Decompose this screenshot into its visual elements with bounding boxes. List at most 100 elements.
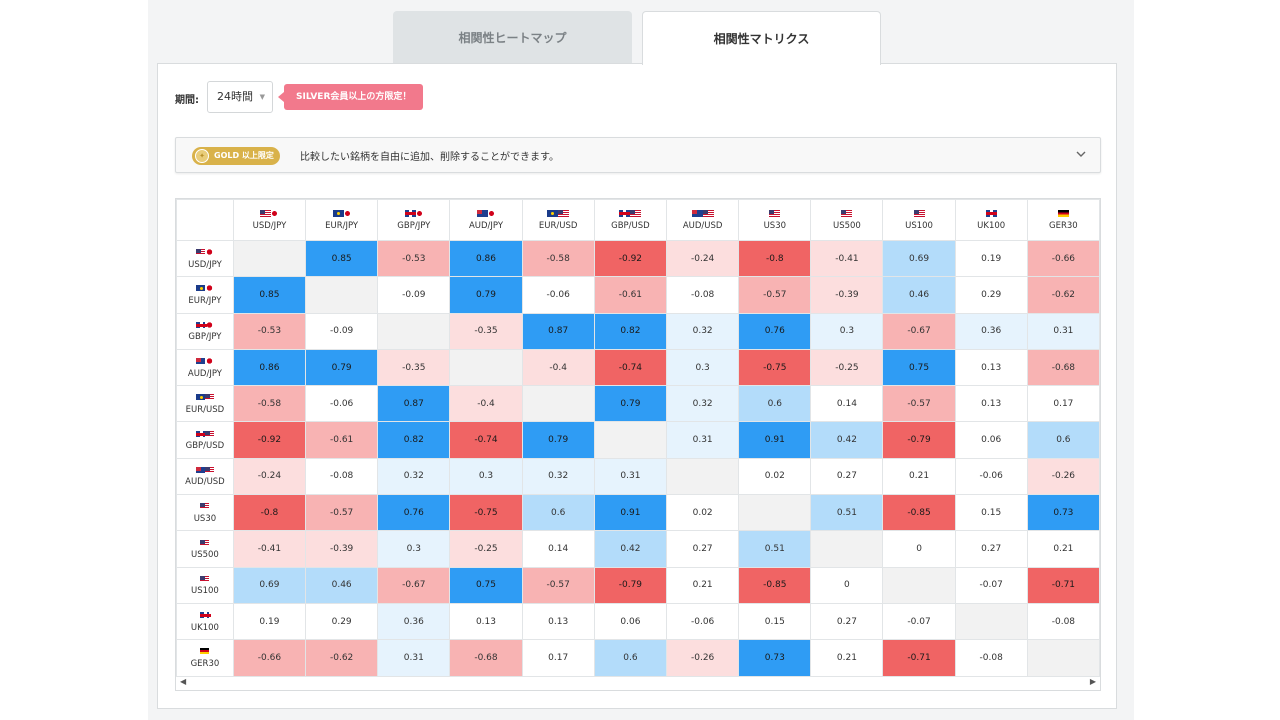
- period-select[interactable]: 24時間 ▼: [207, 81, 273, 113]
- matrix-cell: 0.3: [377, 530, 451, 568]
- matrix-cell: 0.51: [738, 530, 812, 568]
- row-header-label: GBP/JPY: [188, 332, 222, 343]
- flag-icons: [769, 209, 781, 218]
- matrix-cell: 0.3: [449, 457, 523, 496]
- matrix-cell: 0.31: [1026, 312, 1100, 350]
- gold-feature-bar[interactable]: ✦ GOLD 以上限定 比較したい銘柄を自由に追加、削除することができます。: [175, 137, 1101, 173]
- row-header-label: US100: [191, 586, 219, 597]
- column-header-label: AUD/JPY: [468, 221, 504, 231]
- matrix-cell: -0.24: [666, 239, 740, 278]
- flag-icons: [195, 465, 214, 474]
- de-flag-icon: [1057, 210, 1069, 217]
- matrix-cell: -0.61: [305, 421, 379, 459]
- matrix-cell: 0.27: [954, 530, 1028, 568]
- matrix-cell: 0.32: [521, 457, 595, 496]
- matrix-cell-self: [1026, 639, 1100, 677]
- us-flag-icon: [841, 210, 853, 217]
- matrix-cell: -0.75: [738, 348, 812, 387]
- table-row: GBP/JPY -0.53 -0.09 -0.35 0.87 0.82 0.32 0.76 0.…: [176, 312, 1100, 350]
- row-header-label: EUR/JPY: [188, 295, 222, 306]
- matrix-cell: -0.06: [521, 276, 595, 314]
- matrix-cell: 0.42: [593, 530, 668, 568]
- chevron-down-icon[interactable]: [1074, 147, 1088, 161]
- matrix-cell: -0.24: [232, 457, 307, 496]
- matrix-cell: -0.74: [593, 348, 668, 387]
- matrix-cell: 0.17: [521, 639, 595, 677]
- matrix-cell: 0.46: [305, 566, 379, 604]
- period-value: 24時間: [217, 90, 253, 103]
- flag-icons: [1057, 209, 1069, 218]
- us-flag-icon: [913, 210, 925, 217]
- matrix-cell: 0.69: [882, 239, 956, 278]
- column-header: USD/JPY: [232, 199, 307, 241]
- row-header: GBP/USD: [176, 421, 234, 459]
- matrix-cell-self: [666, 457, 740, 496]
- matrix-cell: 0.13: [449, 602, 523, 641]
- matrix-cell: 0.15: [738, 602, 812, 641]
- gold-coin-icon: ✦: [195, 149, 209, 163]
- matrix-cell: 0.21: [666, 566, 740, 604]
- silver-member-badge: SILVER会員以上の方限定！: [277, 84, 424, 110]
- matrix-cell: -0.06: [305, 385, 379, 423]
- row-header-label: US30: [193, 513, 217, 524]
- matrix-cell: 0.79: [521, 421, 595, 459]
- matrix-cell: 0.91: [593, 494, 668, 532]
- matrix-cell-self: [954, 602, 1028, 641]
- row-header: EUR/JPY: [176, 276, 234, 314]
- us-flag-icon: [200, 539, 210, 546]
- matrix-cell: 0.82: [593, 312, 668, 350]
- matrix-cell: -0.06: [954, 457, 1028, 496]
- row-header-label: AUD/JPY: [187, 368, 222, 379]
- tab-matrix[interactable]: 相関性マトリクス: [642, 11, 881, 65]
- matrix-cell: 0.19: [232, 602, 307, 641]
- jp-flag-icon: [487, 210, 495, 217]
- matrix-cell: 0.02: [666, 494, 740, 532]
- column-header: GER30: [1026, 199, 1100, 241]
- eu-flag-icon: [547, 210, 559, 217]
- horizontal-scrollbar[interactable]: ◀ ▶: [176, 676, 1100, 690]
- row-header: US500: [176, 530, 234, 568]
- table-row: GER30 -0.66 -0.62 0.31 -0.68 0.17 0.6 -0.26 0.73…: [176, 639, 1100, 677]
- gold-bar-text: 比較したい銘柄を自由に追加、削除することができます。: [300, 152, 559, 163]
- matrix-cell: 0.27: [810, 457, 884, 496]
- matrix-cell-self: [810, 530, 884, 568]
- matrix-cell: 0.14: [521, 530, 595, 568]
- matrix-cell: -0.08: [305, 457, 379, 496]
- matrix-cell: -0.09: [377, 276, 451, 314]
- matrix-cell: 0: [882, 530, 956, 568]
- table-row: US30 -0.8 -0.57 0.76 -0.75 0.6 0.91 0.02 0.51 -0.…: [176, 494, 1100, 532]
- matrix-cell: -0.8: [232, 494, 307, 532]
- matrix-cell: -0.25: [810, 348, 884, 387]
- matrix-cell: 0.73: [1026, 494, 1100, 532]
- eu-flag-icon: [195, 285, 205, 292]
- scroll-left-icon[interactable]: ◀: [180, 677, 187, 686]
- matrix-cell: 0.6: [1026, 421, 1100, 459]
- column-header-label: US30: [763, 221, 787, 231]
- matrix-cell: 0.27: [666, 530, 740, 568]
- flag-icons: [200, 538, 210, 547]
- matrix-cell: 0.87: [377, 385, 451, 423]
- matrix-cell: 0.85: [232, 276, 307, 314]
- matrix-cell: -0.41: [810, 239, 884, 278]
- us-flag-icon: [204, 394, 214, 401]
- tab-heatmap[interactable]: 相関性ヒートマップ: [393, 11, 632, 64]
- matrix-cell: -0.53: [377, 239, 451, 278]
- row-header: GER30: [176, 639, 234, 677]
- matrix-cell: -0.58: [521, 239, 595, 278]
- flag-icons: [195, 429, 214, 438]
- flag-icons: [195, 393, 214, 402]
- matrix-cell: 0.79: [305, 348, 379, 387]
- matrix-cell-self: [377, 312, 451, 350]
- matrix-cell: 0.32: [377, 457, 451, 496]
- flag-icons: [691, 209, 714, 218]
- scroll-right-icon[interactable]: ▶: [1089, 677, 1096, 686]
- de-flag-icon: [200, 648, 210, 655]
- column-header-label: US500: [832, 221, 861, 231]
- flag-icons: [476, 209, 495, 218]
- matrix-cell: 0.14: [810, 385, 884, 423]
- matrix-cell: 0.36: [954, 312, 1028, 350]
- matrix-cell: -0.61: [593, 276, 668, 314]
- gb-flag-icon: [200, 612, 212, 620]
- column-header-label: AUD/USD: [682, 221, 723, 231]
- matrix-cell: -0.09: [305, 312, 379, 350]
